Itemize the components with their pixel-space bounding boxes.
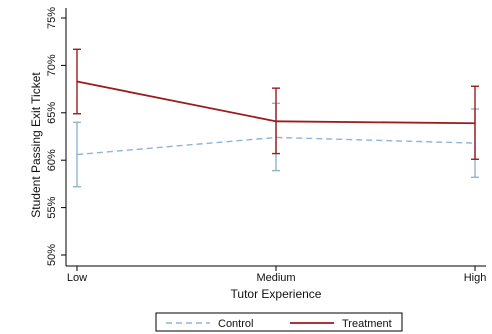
treatment-data-point — [76, 80, 78, 83]
legend-label-control: Control — [218, 318, 253, 330]
y-axis-title: Student Passing Exit Ticket — [29, 72, 43, 218]
control-series-line — [76, 136, 476, 156]
legend-label-treatment: Treatment — [342, 318, 392, 330]
legend-box — [155, 312, 403, 332]
x-tick-label: Medium — [256, 272, 295, 284]
x-axis-title: Tutor Experience — [231, 287, 322, 301]
control-data-point — [76, 153, 78, 156]
y-tick-label: 75% — [46, 7, 58, 29]
plot-area: 50% 55% 60% 65% 70% 75% Low Medium High — [46, 7, 486, 284]
y-tick-label: 70% — [46, 54, 58, 76]
treatment-data-point — [474, 122, 476, 124]
legend: Control Treatment — [155, 312, 403, 332]
y-tick-label: 50% — [46, 244, 58, 266]
treatment-data-point — [275, 120, 277, 122]
y-tick-label: 55% — [46, 196, 58, 218]
x-tick-label: Low — [67, 272, 87, 284]
y-tick-label: 60% — [46, 149, 58, 171]
y-tick-label: 65% — [46, 102, 58, 124]
x-tick-label: High — [464, 272, 487, 284]
